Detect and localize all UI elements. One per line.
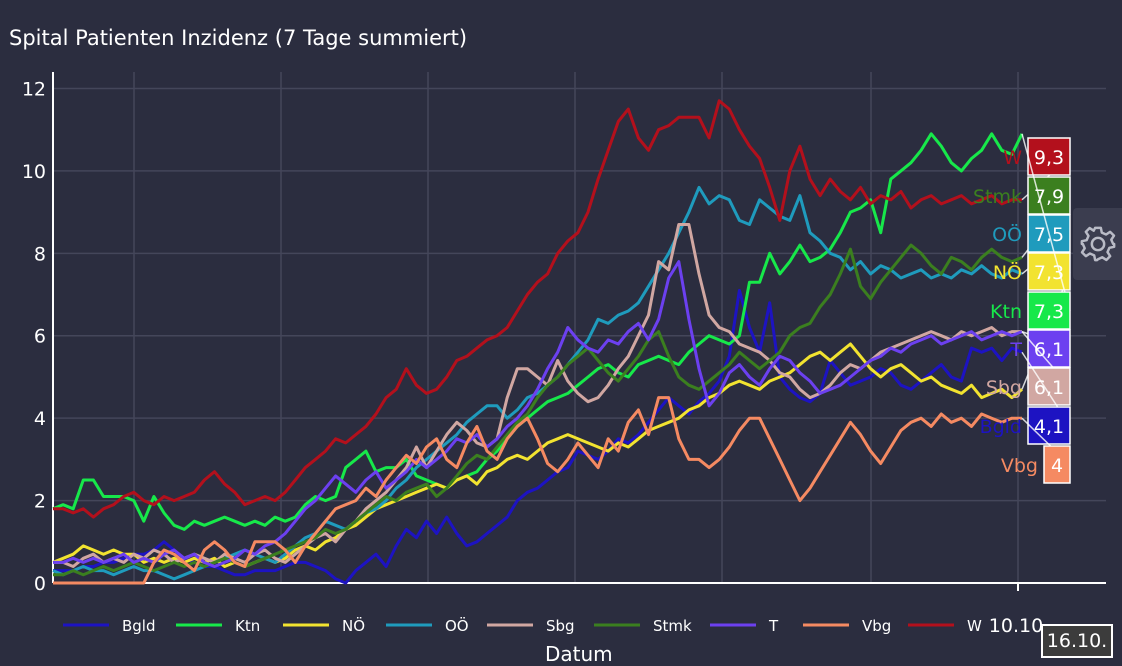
legend-item-OÖ[interactable]: OÖ [386, 616, 469, 635]
gear-icon [1080, 226, 1115, 262]
end-series-label-Sbg: Sbg [986, 377, 1022, 399]
end-value-Vbg: 4 [1051, 455, 1063, 477]
end-value-Ktn: 7,3 [1034, 301, 1064, 323]
end-series-label-Ktn: Ktn [990, 301, 1022, 323]
y-tick-label: 10 [22, 161, 46, 183]
current-date-badge: 16.10. [1041, 624, 1113, 658]
series-line-NÖ [52, 342, 1023, 568]
grid [53, 72, 1106, 583]
y-tick-label: 12 [22, 78, 46, 100]
series-lines [52, 99, 1024, 585]
legend-item-Stmk[interactable]: Stmk [594, 617, 692, 635]
legend-label: Sbg [546, 617, 575, 635]
end-labels: 9,3W7,9Stmk7,5OÖ7,3NÖ7,3Ktn6,1T6,1Sbg4,1… [973, 133, 1071, 484]
end-value-box-Bgld [1027, 406, 1071, 445]
legend-item-Vbg[interactable]: Vbg [803, 617, 891, 635]
end-connector-Ktn [1021, 133, 1071, 312]
legend-item-T[interactable]: T [710, 617, 779, 635]
settings-button[interactable] [1073, 208, 1122, 280]
end-value-T: 6,1 [1034, 339, 1064, 361]
legend-label: OÖ [445, 616, 469, 635]
legend-item-Ktn[interactable]: Ktn [176, 617, 260, 635]
legend-label: W [967, 617, 982, 635]
chart-title: Spital Patienten Inzidenz (7 Tage summie… [9, 26, 468, 50]
end-series-label-Bgld: Bgld [980, 416, 1022, 438]
legend-label: Bgld [122, 617, 156, 635]
y-tick-label: 0 [34, 573, 46, 595]
end-series-label-NÖ: NÖ [993, 261, 1022, 284]
end-series-label-Stmk: Stmk [973, 186, 1022, 208]
end-value-W: 9,3 [1034, 147, 1064, 169]
end-value-NÖ: 7,3 [1034, 262, 1064, 284]
end-value-box-Ktn [1027, 291, 1071, 330]
end-series-label-T: T [1009, 339, 1022, 361]
end-series-label-Vbg: Vbg [1001, 455, 1038, 477]
legend-label: Ktn [235, 617, 260, 635]
series-line-Stmk [53, 243, 1023, 577]
end-value-Sbg: 6,1 [1034, 377, 1064, 399]
legend-label: Vbg [862, 617, 891, 635]
series-line-W [53, 99, 1022, 519]
axes: 0 2 4 6 8 10 12 10.10 [22, 72, 1106, 637]
x-axis-title: Datum [545, 642, 613, 666]
series-line-Ktn [52, 132, 1024, 531]
y-tick-label: 2 [34, 491, 46, 513]
end-value-Bgld: 4,1 [1034, 416, 1064, 438]
legend-item-Bgld[interactable]: Bgld [63, 617, 156, 635]
legend-item-NÖ[interactable]: NÖ [283, 616, 365, 635]
end-series-label-OÖ: OÖ [992, 223, 1022, 246]
end-value-box-W [1027, 137, 1071, 176]
y-tick-label: 4 [34, 408, 46, 430]
legend-item-W[interactable]: W [908, 617, 982, 635]
y-tick-label: 6 [34, 326, 46, 348]
end-series-label-W: W [1003, 147, 1022, 169]
series-line-Vbg [53, 396, 1022, 585]
legend-item-Sbg[interactable]: Sbg [487, 617, 575, 635]
end-value-Stmk: 7,9 [1034, 186, 1064, 208]
end-value-box-Sbg [1027, 367, 1071, 406]
series-line-OÖ [52, 185, 1023, 581]
end-value-box-T [1027, 329, 1071, 368]
x-tick-label: 10.10 [989, 615, 1043, 637]
legend-label: Stmk [653, 617, 692, 635]
y-tick-label: 8 [34, 243, 46, 265]
end-value-box-Vbg [1043, 445, 1071, 484]
legend-label: NÖ [342, 616, 365, 635]
legend[interactable]: Bgld Ktn NÖ OÖ Sbg Stmk T Vbg W [63, 616, 982, 635]
series-line-T [53, 260, 1023, 568]
legend-label: T [768, 617, 779, 635]
